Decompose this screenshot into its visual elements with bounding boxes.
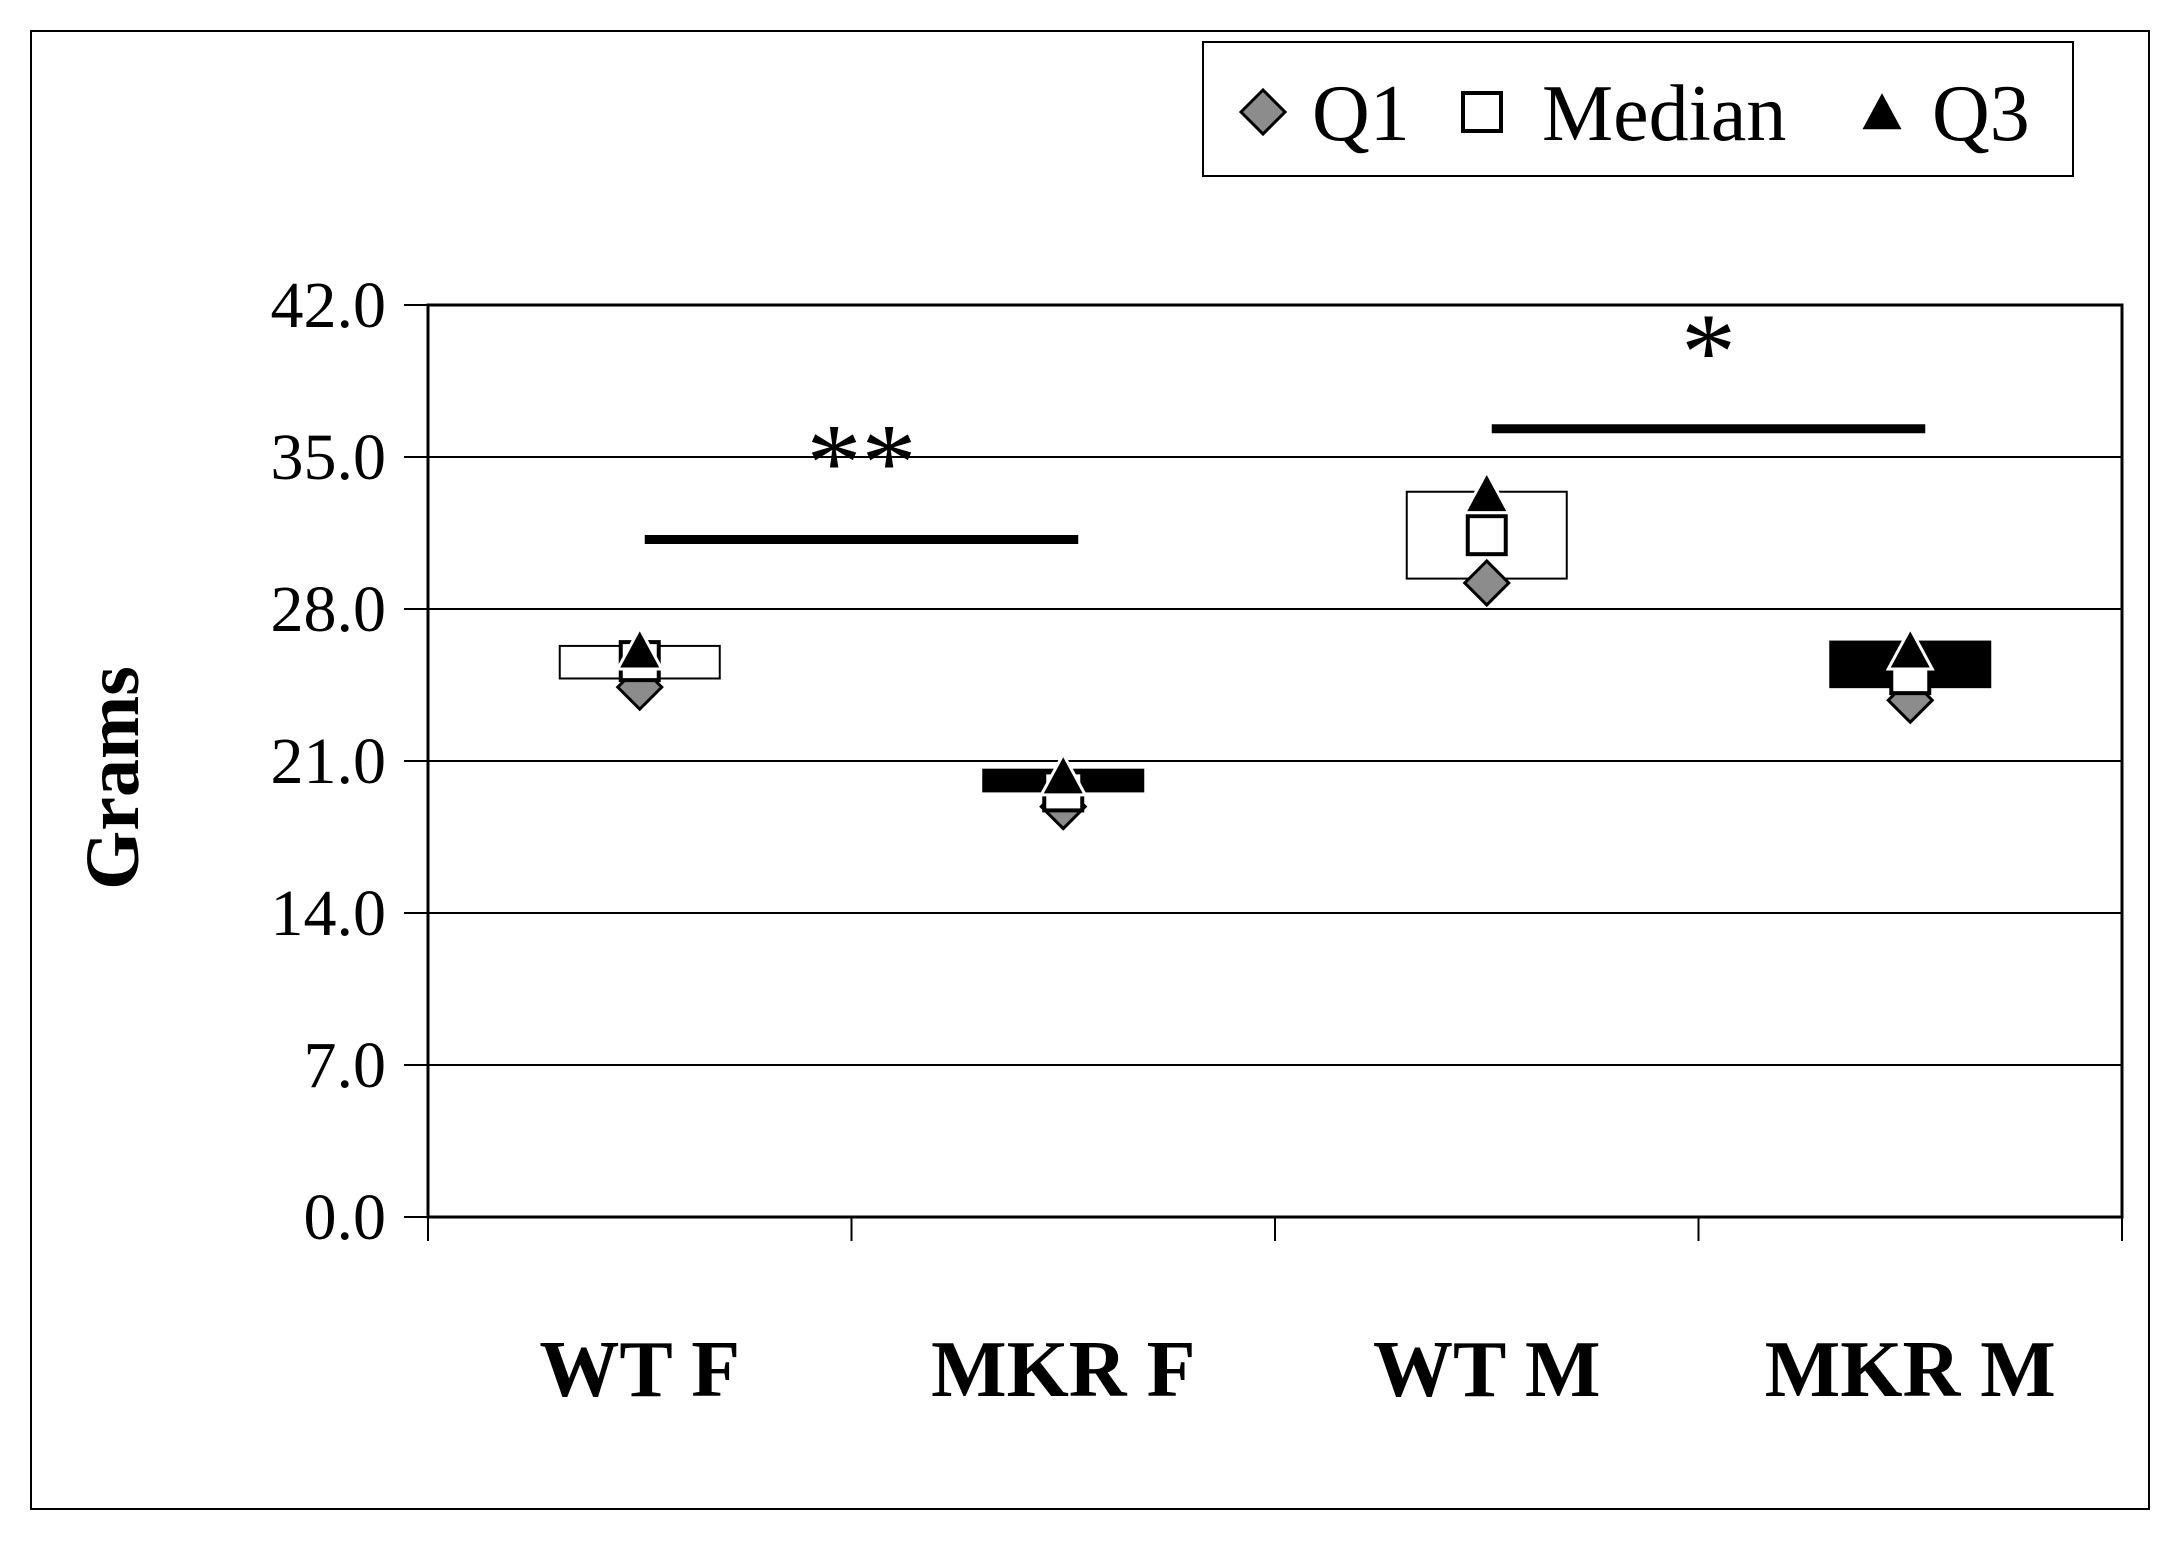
legend-q3-marker <box>1857 86 1907 133</box>
median-marker <box>1465 514 1508 557</box>
legend-box <box>1202 41 2074 177</box>
y-tick-label: 7.0 <box>304 1029 387 1102</box>
y-tick-label: 35.0 <box>271 421 387 494</box>
category-label: MKR M <box>1765 1326 2056 1414</box>
y-tick-label: 0.0 <box>304 1181 387 1254</box>
legend-median-marker <box>1461 91 1503 133</box>
q1-marker <box>1462 558 1511 608</box>
legend: Q1 Median Q3 <box>1202 41 2074 177</box>
q3-marker <box>1885 625 1935 671</box>
q3-marker <box>1038 751 1088 797</box>
legend-q3-label: Q3 <box>1932 70 2030 158</box>
category-label: MKR F <box>931 1326 1195 1414</box>
category-label: WT F <box>539 1326 740 1414</box>
legend-median-label: Median <box>1542 70 1786 158</box>
gridlines <box>428 456 2122 1066</box>
significance-label: ** <box>807 402 917 524</box>
category-label: WT M <box>1373 1326 1600 1414</box>
legend-q1-label: Q1 <box>1312 70 1410 158</box>
y-axis-label: Grams <box>71 666 155 890</box>
significance-annotations: *** <box>644 291 1926 545</box>
q3-marker <box>1462 468 1512 515</box>
axes: 0.0 7.0 14.0 21.0 28.0 35.0 42.0 WT F MKR F WT M M… <box>271 269 2123 1414</box>
y-tick-label: 28.0 <box>271 573 387 646</box>
legend-q1-marker <box>1238 87 1288 137</box>
q3-marker <box>615 625 665 671</box>
y-tick-label: 21.0 <box>271 725 387 798</box>
y-tick-label: 14.0 <box>271 877 387 950</box>
markers <box>615 468 1935 831</box>
significance-label: * <box>1681 291 1736 413</box>
y-tick-label: 42.0 <box>271 269 387 342</box>
